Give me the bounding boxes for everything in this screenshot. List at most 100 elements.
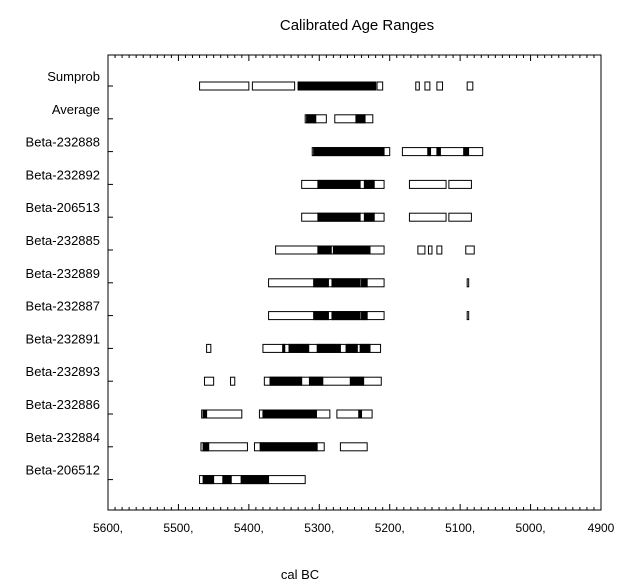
- range-95-bar: [297, 81, 377, 91]
- row-label: Average: [52, 102, 100, 117]
- range-68-bar: [201, 409, 243, 419]
- range-95-bar: [269, 376, 303, 386]
- range-95-bar: [361, 278, 368, 288]
- range-95-bar: [282, 343, 286, 353]
- row-beta-232885: Beta-232885: [26, 233, 475, 255]
- range-68-bar: [408, 179, 447, 189]
- range-95-bar: [288, 343, 310, 353]
- range-95-bar: [262, 409, 317, 419]
- row-label: Beta-232893: [26, 364, 100, 379]
- x-tick-label: 5200,: [375, 521, 405, 535]
- range-95-bar: [317, 179, 361, 189]
- range-95-bar: [361, 311, 368, 321]
- range-95-bar: [355, 114, 366, 124]
- range-95-bar: [259, 442, 318, 452]
- range-95-bar: [331, 278, 361, 288]
- row-label: Sumprob: [47, 69, 100, 84]
- row-label: Beta-232887: [26, 299, 100, 314]
- row-sumprob: Sumprob: [47, 69, 474, 91]
- x-tick-label: 5100,: [445, 521, 475, 535]
- x-tick-label: 5300,: [304, 521, 334, 535]
- range-68-bar: [199, 81, 250, 91]
- range-95-bar: [222, 475, 232, 485]
- row-label: Beta-232888: [26, 135, 100, 150]
- range-95-bar: [316, 343, 341, 353]
- range-68-bar: [251, 81, 296, 91]
- range-68-bar: [448, 179, 472, 189]
- range-95-bar: [202, 442, 210, 452]
- range-68-bar: [339, 442, 368, 452]
- range-95-bar: [427, 147, 432, 157]
- range-95-bar: [436, 147, 441, 157]
- range-68-bar: [427, 245, 433, 255]
- x-tick-label: 5500,: [163, 521, 193, 535]
- range-rows: Sumprob Average Beta-232888 Beta-232892 Beta…: [26, 69, 484, 485]
- range-68-bar: [436, 81, 444, 91]
- range-68-bar: [465, 245, 475, 255]
- x-axis-label: cal BC: [281, 567, 319, 582]
- range-68-bar: [415, 81, 420, 91]
- row-label: Beta-232892: [26, 167, 100, 182]
- range-68-bar: [448, 212, 472, 222]
- range-95-bar: [317, 212, 361, 222]
- row-beta-232886: Beta-232886: [26, 397, 373, 419]
- row-label: Beta-206512: [26, 463, 100, 478]
- row-label: Beta-232884: [26, 430, 100, 445]
- range-68-bar: [401, 147, 484, 157]
- chart-title: Calibrated Age Ranges: [280, 17, 434, 34]
- row-beta-232889: Beta-232889: [26, 266, 470, 288]
- range-95-bar: [313, 278, 329, 288]
- range-68-bar: [334, 114, 374, 124]
- range-95-bar: [363, 212, 375, 222]
- range-95-bar: [306, 114, 317, 124]
- range-95-bar: [332, 245, 371, 255]
- range-68-bar: [417, 245, 426, 255]
- range-95-bar: [349, 376, 365, 386]
- range-68-bar: [376, 81, 384, 91]
- row-label: Beta-232886: [26, 397, 100, 412]
- range-68-bar: [336, 409, 373, 419]
- x-tick-label: 5600,: [93, 521, 123, 535]
- range-95-bar: [202, 475, 215, 485]
- range-68-bar: [408, 212, 447, 222]
- row-beta-232892: Beta-232892: [26, 167, 472, 189]
- x-tick-label: 5000,: [516, 521, 546, 535]
- row-beta-232887: Beta-232887: [26, 299, 470, 321]
- range-95-bar: [331, 311, 361, 321]
- range-95-bar: [345, 343, 358, 353]
- range-68-bar: [466, 311, 470, 321]
- range-95-bar: [359, 343, 371, 353]
- range-95-bar: [363, 179, 375, 189]
- range-95-bar: [317, 245, 332, 255]
- x-tick-label: 5400,: [234, 521, 264, 535]
- range-95-bar: [202, 409, 208, 419]
- x-axis: 5600, 5500, 5400, 5300, 5200, 5100, 5000, 4900: [93, 55, 615, 535]
- range-68-bar: [203, 376, 215, 386]
- range-95-bar: [313, 147, 385, 157]
- range-68-bar: [200, 442, 248, 452]
- range-68-bar: [230, 376, 236, 386]
- row-label: Beta-232891: [26, 331, 100, 346]
- range-68-bar: [424, 81, 431, 91]
- range-95-bar: [358, 409, 363, 419]
- row-label: Beta-232889: [26, 266, 100, 281]
- range-68-bar: [466, 278, 470, 288]
- x-tick-label: 4900: [588, 521, 615, 535]
- row-beta-232884: Beta-232884: [26, 430, 368, 452]
- row-label: Beta-206513: [26, 200, 100, 215]
- range-95-bar: [313, 311, 329, 321]
- range-68-bar: [436, 245, 443, 255]
- range-68-bar: [206, 343, 212, 353]
- row-beta-206512: Beta-206512: [26, 463, 306, 485]
- row-beta-232888: Beta-232888: [26, 135, 484, 157]
- row-average: Average: [52, 102, 374, 124]
- row-beta-232891: Beta-232891: [26, 331, 382, 353]
- row-beta-206513: Beta-206513: [26, 200, 472, 222]
- range-95-bar: [240, 475, 270, 485]
- range-95-bar: [463, 147, 470, 157]
- row-label: Beta-232885: [26, 233, 100, 248]
- range-68-bar: [466, 81, 474, 91]
- range-95-bar: [308, 376, 324, 386]
- row-beta-232893: Beta-232893: [26, 364, 382, 386]
